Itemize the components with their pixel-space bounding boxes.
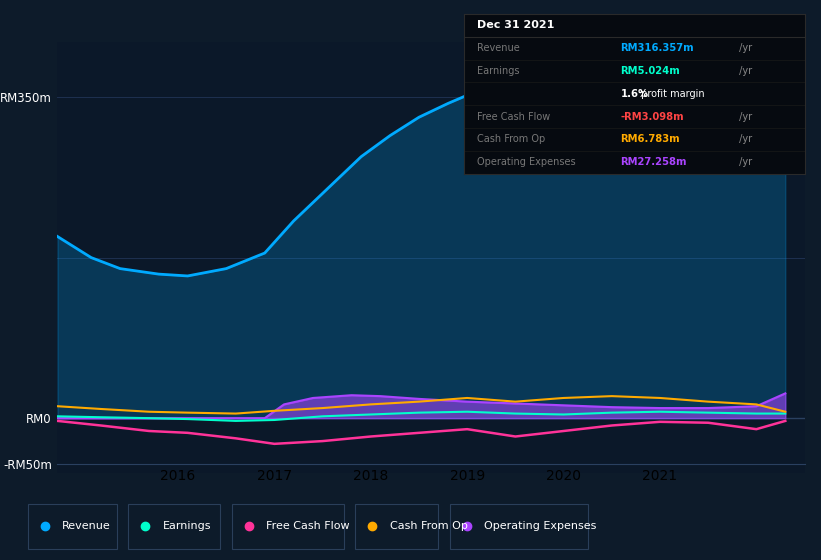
Text: Free Cash Flow: Free Cash Flow <box>266 521 350 531</box>
Text: Revenue: Revenue <box>478 43 521 53</box>
Text: Earnings: Earnings <box>478 66 520 76</box>
Text: RM316.357m: RM316.357m <box>621 43 695 53</box>
Text: RM5.024m: RM5.024m <box>621 66 681 76</box>
Text: RM6.783m: RM6.783m <box>621 134 681 144</box>
Text: RM27.258m: RM27.258m <box>621 157 687 167</box>
Text: /yr: /yr <box>736 66 753 76</box>
Text: Revenue: Revenue <box>62 521 111 531</box>
Text: Free Cash Flow: Free Cash Flow <box>478 111 551 122</box>
Text: -RM3.098m: -RM3.098m <box>621 111 684 122</box>
Text: Cash From Op: Cash From Op <box>478 134 546 144</box>
Text: Operating Expenses: Operating Expenses <box>478 157 576 167</box>
Text: Dec 31 2021: Dec 31 2021 <box>478 20 555 30</box>
Text: /yr: /yr <box>736 43 753 53</box>
Text: Cash From Op: Cash From Op <box>389 521 467 531</box>
Text: /yr: /yr <box>736 111 753 122</box>
Text: /yr: /yr <box>736 134 753 144</box>
Text: Operating Expenses: Operating Expenses <box>484 521 597 531</box>
Text: profit margin: profit margin <box>638 89 704 99</box>
Text: 1.6%: 1.6% <box>621 89 649 99</box>
Text: /yr: /yr <box>736 157 753 167</box>
Text: Earnings: Earnings <box>163 521 211 531</box>
